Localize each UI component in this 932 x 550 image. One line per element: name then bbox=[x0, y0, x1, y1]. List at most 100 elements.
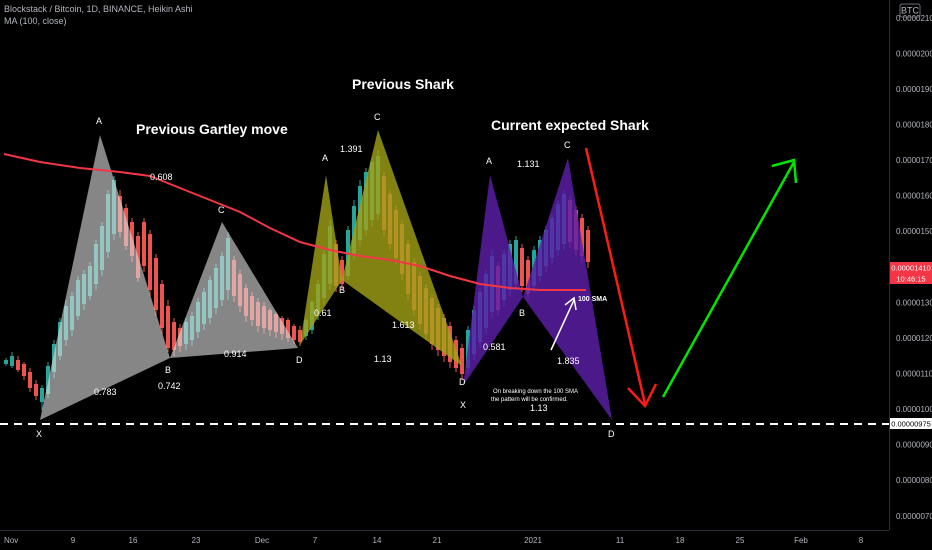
svg-text:0.00000975: 0.00000975 bbox=[891, 420, 931, 429]
currency-badge: BTC bbox=[899, 3, 921, 18]
candle-body bbox=[340, 260, 344, 284]
shark2-point-d: D bbox=[608, 429, 615, 439]
symbol-title[interactable]: Blockstack / Bitcoin, 1D, BINANCE, Heiki… bbox=[4, 4, 193, 14]
shark2-point-c: C bbox=[564, 140, 571, 150]
gartley-point-d: D bbox=[296, 355, 303, 365]
candle-body bbox=[166, 306, 170, 348]
ma-100-line bbox=[3, 153, 586, 291]
candle-body bbox=[292, 326, 296, 340]
note-line-2: the pattern will be confirmed. bbox=[491, 397, 568, 403]
title-gartley: Previous Gartley move bbox=[136, 121, 288, 137]
candle-body bbox=[154, 258, 158, 310]
gartley-point-a: A bbox=[96, 116, 102, 126]
candle-body bbox=[4, 360, 8, 364]
chart-legend: Blockstack / Bitcoin, 1D, BINANCE, Heiki… bbox=[4, 3, 193, 27]
candle-body bbox=[286, 320, 290, 338]
candle-body bbox=[172, 322, 176, 350]
shark1-point-a: A bbox=[322, 153, 328, 163]
time-tick-label: 14 bbox=[373, 536, 382, 545]
shark2-ratio-4: 1.13 bbox=[530, 403, 548, 413]
time-tick-label: 9 bbox=[71, 536, 76, 545]
shark1-ratio-1: 1.391 bbox=[340, 144, 363, 154]
gartley-point-c: C bbox=[218, 205, 225, 215]
down-arrow bbox=[584, 147, 658, 409]
up-arrow bbox=[661, 158, 798, 398]
gartley-xab bbox=[40, 135, 170, 420]
shark1-bcd bbox=[342, 130, 462, 366]
shark1-point-d: D bbox=[459, 377, 466, 387]
candle-body bbox=[580, 218, 584, 256]
gartley-point-b: B bbox=[165, 365, 171, 375]
time-tick-label: 23 bbox=[192, 536, 201, 545]
shark2-point-b: B bbox=[519, 308, 525, 318]
candle-body bbox=[514, 240, 518, 284]
candle-body bbox=[28, 372, 32, 388]
time-tick-label: Nov bbox=[4, 536, 18, 545]
time-axis[interactable]: Nov 9 16 23 Dec 7 14 21 2021 11 18 25 Feb 8 bbox=[4, 536, 864, 545]
candle-body bbox=[22, 364, 26, 376]
shark1-point-b: B bbox=[339, 285, 345, 295]
candle-body bbox=[148, 234, 152, 290]
gartley-ratio-bc: 0.742 bbox=[158, 381, 181, 391]
shark1-ratio-2: 0.61 bbox=[314, 308, 332, 318]
candle-body bbox=[142, 222, 146, 266]
sma-label: 100 SMA bbox=[578, 296, 607, 303]
svg-text:BTC: BTC bbox=[901, 6, 920, 16]
time-tick-label: 18 bbox=[676, 536, 685, 545]
gartley-ratio-xb: 0.608 bbox=[150, 172, 173, 182]
candle-body bbox=[586, 230, 590, 262]
candle-body bbox=[16, 360, 20, 370]
time-tick-label: Dec bbox=[255, 536, 269, 545]
time-tick-label: 7 bbox=[313, 536, 318, 545]
svg-text:10:46:15: 10:46:15 bbox=[896, 275, 925, 284]
time-tick-label: 16 bbox=[129, 536, 138, 545]
title-shark-current: Current expected Shark bbox=[491, 117, 649, 133]
gartley-bcd bbox=[170, 222, 298, 358]
candle-body bbox=[460, 348, 464, 374]
shark2-point-a: A bbox=[486, 156, 492, 166]
svg-text:0.00001410: 0.00001410 bbox=[891, 264, 931, 273]
time-tick-label: 11 bbox=[616, 536, 625, 545]
countdown-badge: 10:46:15 bbox=[890, 273, 932, 284]
candle-body bbox=[46, 366, 50, 394]
price-tick-label: 0.00002100 bbox=[896, 14, 932, 23]
shark2-ratio-1: 1.131 bbox=[517, 159, 540, 169]
candle-body bbox=[40, 388, 44, 402]
time-tick-label: 25 bbox=[736, 536, 745, 545]
indicator-title[interactable]: MA (100, close) bbox=[4, 16, 67, 26]
shark1-point-c: C bbox=[374, 112, 381, 122]
time-tick-label: 21 bbox=[433, 536, 442, 545]
gartley-ratio-ab: 0.783 bbox=[94, 387, 117, 397]
time-tick-label: 8 bbox=[859, 536, 864, 545]
note-line-1: On breaking down the 100 SMA bbox=[493, 389, 578, 395]
candle-body bbox=[160, 284, 164, 328]
sma-pointer-arrow bbox=[550, 296, 577, 351]
candle-body bbox=[526, 260, 530, 294]
shark1-xab bbox=[300, 175, 342, 345]
shark1-ratio-4: 1.13 bbox=[374, 354, 392, 364]
candle-body bbox=[298, 330, 302, 342]
candle-body bbox=[10, 356, 14, 366]
title-shark-previous: Previous Shark bbox=[352, 76, 454, 92]
last-price-badge: 0.00001410 bbox=[890, 262, 932, 273]
gartley-ratio-cd: 0.914 bbox=[224, 349, 247, 359]
shark2-xab bbox=[463, 175, 523, 386]
shark2-ratio-2: 0.581 bbox=[483, 342, 506, 352]
level-price-badge: 0.00000975 bbox=[890, 418, 932, 429]
time-tick-label: Feb bbox=[794, 536, 808, 545]
time-tick-label: 2021 bbox=[524, 536, 542, 545]
candle-body bbox=[34, 384, 38, 396]
